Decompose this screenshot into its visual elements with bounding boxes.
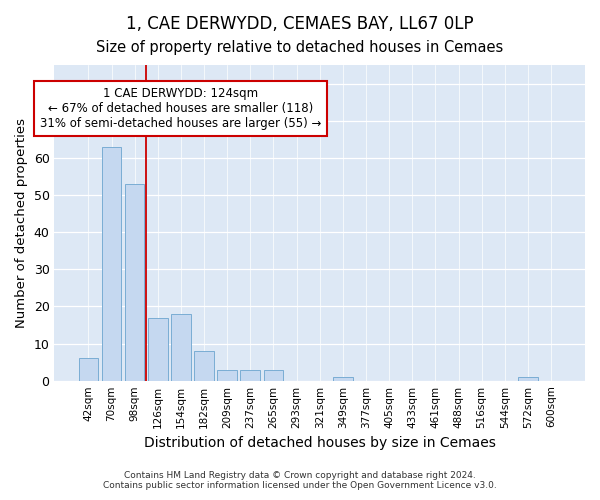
- Text: Size of property relative to detached houses in Cemaes: Size of property relative to detached ho…: [97, 40, 503, 55]
- Bar: [171, 314, 191, 380]
- Bar: [194, 351, 214, 380]
- Bar: [518, 377, 538, 380]
- Bar: [148, 318, 167, 380]
- Text: 1 CAE DERWYDD: 124sqm
← 67% of detached houses are smaller (118)
31% of semi-det: 1 CAE DERWYDD: 124sqm ← 67% of detached …: [40, 88, 322, 130]
- Bar: [125, 184, 145, 380]
- Bar: [263, 370, 283, 380]
- Bar: [217, 370, 237, 380]
- X-axis label: Distribution of detached houses by size in Cemaes: Distribution of detached houses by size …: [144, 436, 496, 450]
- Text: 1, CAE DERWYDD, CEMAES BAY, LL67 0LP: 1, CAE DERWYDD, CEMAES BAY, LL67 0LP: [126, 15, 474, 33]
- Bar: [79, 358, 98, 380]
- Y-axis label: Number of detached properties: Number of detached properties: [15, 118, 28, 328]
- Bar: [101, 146, 121, 380]
- Text: Contains HM Land Registry data © Crown copyright and database right 2024.
Contai: Contains HM Land Registry data © Crown c…: [103, 470, 497, 490]
- Bar: [333, 377, 353, 380]
- Bar: [241, 370, 260, 380]
